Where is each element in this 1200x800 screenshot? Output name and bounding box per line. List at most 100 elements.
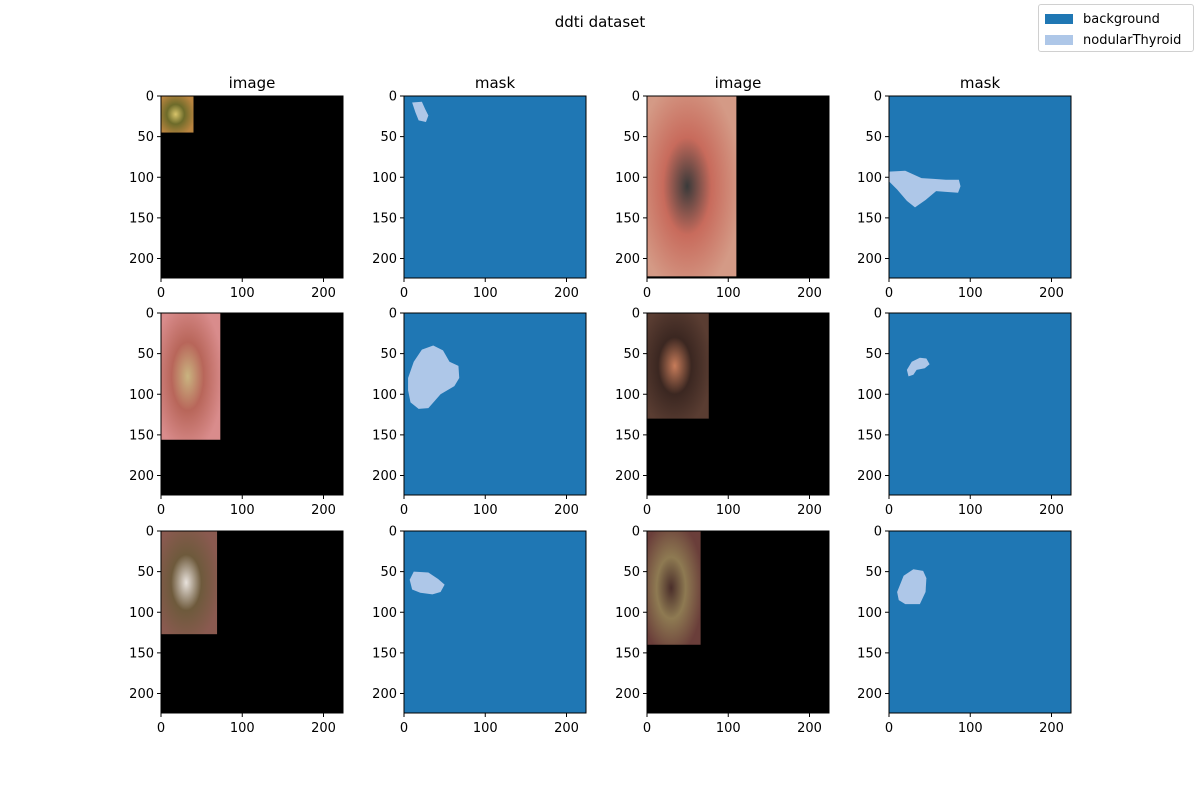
axes-frame (888, 312, 1072, 496)
wound-photo (161, 531, 218, 635)
y-tick-label: 50 (865, 347, 882, 362)
mask-canvas (404, 531, 586, 713)
column-title: image (715, 74, 762, 92)
y-tick-label: 100 (615, 388, 640, 403)
legend: background nodularThyroid (1038, 4, 1194, 52)
y-tick-label: 0 (389, 90, 397, 105)
subplot-image: image 0 50 100 150 200 0 100 200 (615, 74, 830, 301)
x-tick-label: 0 (643, 721, 651, 736)
wound-photo (647, 96, 737, 277)
y-tick-label: 150 (857, 428, 882, 443)
x-tick-label: 200 (1039, 286, 1064, 301)
subplot-image: 0 50 100 150 200 0 100 200 (615, 307, 830, 518)
y-tick-label: 200 (129, 252, 154, 267)
wound-photo (647, 531, 701, 645)
y-tick-label: 0 (146, 307, 154, 322)
y-tick-label: 100 (615, 171, 640, 186)
legend-entry-background: background (1045, 11, 1160, 27)
x-tick-label: 0 (643, 503, 651, 518)
x-tick-label: 100 (716, 721, 741, 736)
x-tick-label: 0 (157, 721, 165, 736)
axes-frame (160, 312, 344, 496)
x-tick-label: 200 (311, 721, 336, 736)
x-tick-label: 0 (885, 286, 893, 301)
y-tick-label: 150 (372, 211, 397, 226)
axes-frame (160, 530, 344, 714)
x-tick-label: 100 (716, 503, 741, 518)
subplot-grid: image 0 50 100 150 200 0 100 200 mask 0 50 100 150 200… (129, 74, 1072, 736)
axes-frame (646, 95, 830, 279)
column-title: mask (960, 74, 1001, 92)
mask-canvas (889, 531, 1071, 713)
legend-swatch-background (1045, 14, 1073, 24)
y-tick-label: 150 (615, 428, 640, 443)
y-tick-label: 50 (623, 347, 640, 362)
y-tick-label: 150 (615, 646, 640, 661)
figure-suptitle: ddti dataset (555, 13, 646, 31)
y-tick-label: 50 (137, 347, 154, 362)
x-tick-label: 100 (958, 721, 983, 736)
subplot-image: 0 50 100 150 200 0 100 200 (615, 525, 830, 736)
x-tick-label: 100 (716, 286, 741, 301)
nodular-region (409, 571, 445, 595)
subplot-mask: mask 0 50 100 150 200 0 100 200 (372, 74, 587, 301)
x-tick-label: 200 (554, 721, 579, 736)
y-tick-label: 200 (857, 687, 882, 702)
x-tick-label: 0 (157, 503, 165, 518)
y-tick-label: 50 (865, 130, 882, 145)
y-tick-label: 150 (129, 646, 154, 661)
y-tick-label: 0 (389, 525, 397, 540)
y-tick-label: 200 (615, 687, 640, 702)
y-tick-label: 0 (632, 525, 640, 540)
wound-photo (161, 96, 194, 133)
y-tick-label: 100 (372, 606, 397, 621)
y-tick-label: 150 (372, 646, 397, 661)
x-tick-label: 100 (230, 503, 255, 518)
y-tick-label: 100 (372, 171, 397, 186)
column-title: image (229, 74, 276, 92)
axes-frame (888, 530, 1072, 714)
x-tick-label: 100 (473, 721, 498, 736)
wound-photo (647, 313, 709, 419)
y-tick-label: 150 (129, 211, 154, 226)
mask-canvas (404, 96, 586, 278)
nodular-region (889, 170, 961, 208)
y-tick-label: 150 (857, 211, 882, 226)
subplot-mask: 0 50 100 150 200 0 100 200 (372, 525, 587, 736)
axes-frame (646, 312, 830, 496)
subplot-image: image 0 50 100 150 200 0 100 200 (129, 74, 344, 301)
subplot-mask: mask 0 50 100 150 200 0 100 200 (857, 74, 1072, 301)
x-tick-label: 0 (643, 286, 651, 301)
mask-canvas (404, 313, 586, 495)
axes-frame (403, 530, 587, 714)
x-tick-label: 0 (400, 286, 408, 301)
y-tick-label: 50 (380, 130, 397, 145)
y-tick-label: 200 (129, 687, 154, 702)
y-tick-label: 50 (380, 565, 397, 580)
axes-frame (403, 312, 587, 496)
subplot-mask: 0 50 100 150 200 0 100 200 (857, 307, 1072, 518)
y-tick-label: 150 (129, 428, 154, 443)
mask-canvas (889, 313, 1071, 495)
y-tick-label: 100 (372, 388, 397, 403)
y-tick-label: 0 (874, 90, 882, 105)
subplot-mask: 0 50 100 150 200 0 100 200 (857, 525, 1072, 736)
x-tick-label: 200 (554, 503, 579, 518)
y-tick-label: 200 (857, 469, 882, 484)
x-tick-label: 200 (311, 286, 336, 301)
x-tick-label: 100 (958, 503, 983, 518)
x-tick-label: 200 (554, 286, 579, 301)
y-tick-label: 50 (623, 130, 640, 145)
y-tick-label: 100 (615, 606, 640, 621)
x-tick-label: 100 (230, 286, 255, 301)
y-tick-label: 50 (137, 565, 154, 580)
y-tick-label: 100 (129, 171, 154, 186)
axes-frame (403, 95, 587, 279)
y-tick-label: 50 (137, 130, 154, 145)
x-tick-label: 200 (797, 503, 822, 518)
x-tick-label: 200 (797, 721, 822, 736)
x-tick-label: 100 (473, 286, 498, 301)
y-tick-label: 0 (146, 90, 154, 105)
wound-photo (161, 313, 221, 440)
